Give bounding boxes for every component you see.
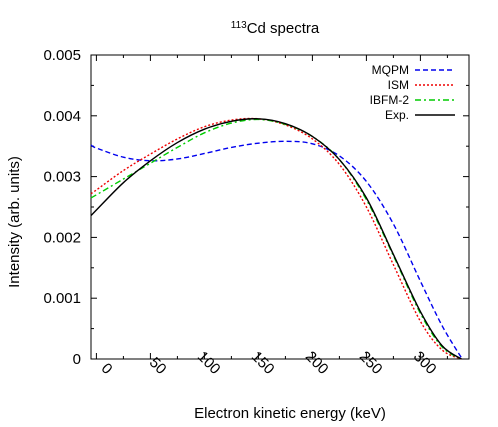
y-tick-label: 0.002	[43, 229, 81, 246]
y-tick-label: 0.003	[43, 169, 81, 186]
x-tick-label: 200	[302, 348, 332, 378]
legend-label: MQPM	[372, 63, 409, 77]
plot-area	[90, 54, 470, 360]
series-line-ism	[90, 117, 462, 360]
y-tick-label: 0	[73, 351, 81, 368]
y-tick-label: 0.005	[43, 47, 81, 64]
y-axis-label: Intensity (arb. units)	[6, 156, 23, 288]
series-line-exp	[90, 118, 462, 360]
legend-label: IBFM-2	[370, 93, 410, 107]
x-tick-label: 150	[248, 348, 278, 378]
series-lines	[90, 117, 463, 360]
x-tick-label: 250	[356, 348, 386, 378]
title-text: Cd spectra	[247, 20, 320, 37]
legend-label: Exp.	[385, 108, 409, 122]
x-tick-label: 100	[194, 348, 224, 378]
x-tick-label: 50	[146, 354, 170, 378]
title-superscript: 113	[231, 20, 247, 31]
x-tick-label: 300	[410, 348, 440, 378]
y-tick-label: 0.004	[43, 108, 81, 125]
x-axis-label: Electron kinetic energy (keV)	[194, 405, 386, 422]
series-line-mqpm	[90, 140, 463, 359]
chart-title: 113Cd spectra	[231, 20, 320, 37]
y-tick-label: 0.001	[43, 290, 81, 307]
legend-label: ISM	[388, 78, 409, 92]
series-line-ibfm-2	[90, 118, 462, 360]
plot-frame	[90, 54, 470, 360]
x-tick-label: 0	[98, 360, 116, 378]
